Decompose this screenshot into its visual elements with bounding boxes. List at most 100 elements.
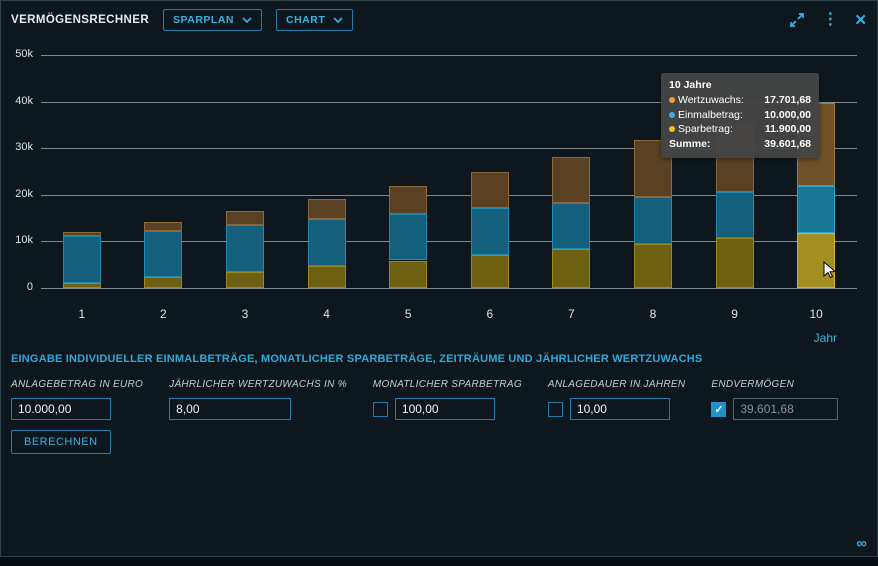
chart: 0 10k 20k 30k 40k 50k 1 2 3 4 5 6 7 8 9 10 Jahr 10 Jahr… xyxy=(1,39,877,351)
bar-segment-einmalbetrag[interactable] xyxy=(226,225,264,272)
chart-dropdown-label: CHART xyxy=(286,14,326,26)
bar-segment-sparbetrag[interactable] xyxy=(389,260,428,288)
anlagebetrag-input[interactable] xyxy=(11,398,111,420)
sparbetrag-checkbox[interactable] xyxy=(372,401,388,417)
tooltip-value: 10.000,00 xyxy=(764,108,811,121)
y-tick-label: 20k xyxy=(15,187,33,200)
header: VERMÖGENSRECHNER SPARPLAN CHART ⋮ ✕ xyxy=(1,1,877,39)
bar-segment-einmalbetrag[interactable] xyxy=(144,230,183,278)
anlagebetrag-field: ANLAGEBETRAG IN EURO xyxy=(11,379,143,420)
chart-tooltip: 10 Jahre Wertzuwachs: 17.701,68 Einmalbe… xyxy=(661,73,819,158)
tooltip-sum-label: Summe: xyxy=(669,137,711,150)
tooltip-label: Wertzuwachs: xyxy=(678,94,744,106)
bar-segment-einmalbetrag[interactable] xyxy=(389,213,428,261)
gridline xyxy=(41,55,857,56)
bar-segment-einmalbetrag[interactable] xyxy=(307,219,346,267)
bar-segment-sparbetrag[interactable] xyxy=(797,232,836,288)
tooltip-value: 11.900,00 xyxy=(764,123,811,135)
tooltip-sum-value: 39.601,68 xyxy=(764,137,811,150)
x-tick-label: 2 xyxy=(160,307,167,321)
tooltip-sum-row: Summe: 39.601,68 xyxy=(669,138,811,150)
endvermoegen-field: ENDVERMÖGEN xyxy=(711,379,839,420)
endvermoegen-input[interactable] xyxy=(733,398,839,420)
bar-segment-wertzuwachs[interactable] xyxy=(389,186,428,214)
gridline xyxy=(41,288,857,289)
bar-segment-wertzuwachs[interactable] xyxy=(144,222,183,231)
bar-segment-einmalbetrag[interactable] xyxy=(62,236,101,283)
gridline xyxy=(41,101,857,103)
x-tick-label: 9 xyxy=(731,307,738,321)
bar-segment-einmalbetrag[interactable] xyxy=(552,202,591,250)
anlagebetrag-label: ANLAGEBETRAG IN EURO xyxy=(11,379,144,390)
bar-segment-sparbetrag[interactable] xyxy=(715,238,754,288)
tooltip-title: 10 Jahre xyxy=(669,79,712,91)
link-icon[interactable]: ∞ xyxy=(856,535,867,552)
bar-segment-einmalbetrag[interactable] xyxy=(797,185,836,233)
bar-segment-einmalbetrag[interactable] xyxy=(634,197,672,244)
endvermoegen-checkbox[interactable] xyxy=(711,401,727,417)
close-icon[interactable]: ✕ xyxy=(854,11,867,29)
bar-segment-sparbetrag[interactable] xyxy=(226,271,264,288)
einmalbetrag-series-dot xyxy=(669,111,675,118)
chevron-down-icon xyxy=(242,17,252,23)
x-tick-label: 6 xyxy=(486,307,494,321)
header-actions: ⋮ ✕ xyxy=(788,11,867,29)
berechnen-button[interactable]: BERECHNEN xyxy=(11,430,111,454)
chart-dropdown[interactable]: CHART xyxy=(276,9,354,31)
sparbetrag-label: MONATLICHER SPARBETRAG xyxy=(372,379,522,390)
bar-segment-wertzuwachs[interactable] xyxy=(307,199,346,220)
expand-icon[interactable] xyxy=(788,11,806,29)
tooltip-label: Sparbetrag: xyxy=(678,123,733,135)
bar-segment-wertzuwachs[interactable] xyxy=(62,232,101,237)
sparplan-dropdown-label: SPARPLAN xyxy=(173,14,235,26)
bar-segment-sparbetrag[interactable] xyxy=(144,277,183,288)
x-tick-label: 10 xyxy=(809,307,823,321)
wertzuwachs-label: JÄHRLICHER WERTZUWACHS IN % xyxy=(169,379,347,390)
bar-segment-sparbetrag[interactable] xyxy=(470,254,509,288)
y-tick-label: 50k xyxy=(15,48,33,60)
gridline xyxy=(41,241,857,243)
gridline xyxy=(41,148,857,150)
input-form: ANLAGEBETRAG IN EURO JÄHRLICHER WERTZUWA… xyxy=(11,379,867,420)
wertzuwachs-field: JÄHRLICHER WERTZUWACHS IN % xyxy=(169,379,347,420)
tooltip-row: Einmalbetrag: 10.000,00 xyxy=(669,109,811,121)
sparplan-dropdown[interactable]: SPARPLAN xyxy=(163,9,263,31)
chevron-down-icon xyxy=(333,17,343,23)
bar-segment-wertzuwachs[interactable] xyxy=(470,172,509,209)
tooltip-row: Wertzuwachs: 17.701,68 xyxy=(669,94,811,106)
y-tick-label: 40k xyxy=(15,94,33,107)
plot-area: 0 10k 20k 30k 40k 50k 1 2 3 4 5 6 7 8 9 10 xyxy=(15,48,857,321)
bar-segment-sparbetrag[interactable] xyxy=(307,266,346,288)
y-tick-label: 10k xyxy=(15,234,33,247)
gridline xyxy=(41,194,857,196)
bar-segment-einmalbetrag[interactable] xyxy=(470,208,509,255)
more-options-icon[interactable]: ⋮ xyxy=(822,11,839,28)
tooltip-row: Sparbetrag: 11.900,00 xyxy=(669,123,811,135)
x-tick-label: 8 xyxy=(649,307,657,321)
sparbetrag-input[interactable] xyxy=(394,398,495,420)
anlagedauer-checkbox[interactable] xyxy=(547,401,563,417)
mouse-cursor xyxy=(823,261,837,279)
bar-segment-wertzuwachs[interactable] xyxy=(552,156,591,203)
anlagedauer-field: ANLAGEDAUER IN JAHREN xyxy=(547,379,686,420)
bar-segment-sparbetrag[interactable] xyxy=(552,249,591,288)
bar-segment-sparbetrag[interactable] xyxy=(62,282,101,288)
sparbetrag-field: MONATLICHER SPARBETRAG xyxy=(372,379,522,420)
x-tick-label: 1 xyxy=(78,307,86,321)
anlagedauer-input[interactable] xyxy=(569,398,670,420)
y-tick-label: 0 xyxy=(26,281,33,293)
anlagedauer-label: ANLAGEDAUER IN JAHREN xyxy=(547,379,686,390)
x-axis-title: Jahr xyxy=(813,331,837,345)
endvermoegen-label: ENDVERMÖGEN xyxy=(711,379,795,390)
wertzuwachs-input[interactable] xyxy=(169,398,292,420)
wertzuwachs-series-dot xyxy=(669,97,675,103)
x-tick-label: 4 xyxy=(323,307,330,321)
tooltip-label: Einmalbetrag: xyxy=(678,108,743,121)
y-tick-label: 30k xyxy=(15,141,33,154)
bar-segment-wertzuwachs[interactable] xyxy=(226,211,264,226)
x-tick-label: 3 xyxy=(241,307,249,321)
sparbetrag-series-dot xyxy=(669,126,675,132)
bar-segment-sparbetrag[interactable] xyxy=(634,243,672,288)
bar-segment-einmalbetrag[interactable] xyxy=(715,191,754,239)
